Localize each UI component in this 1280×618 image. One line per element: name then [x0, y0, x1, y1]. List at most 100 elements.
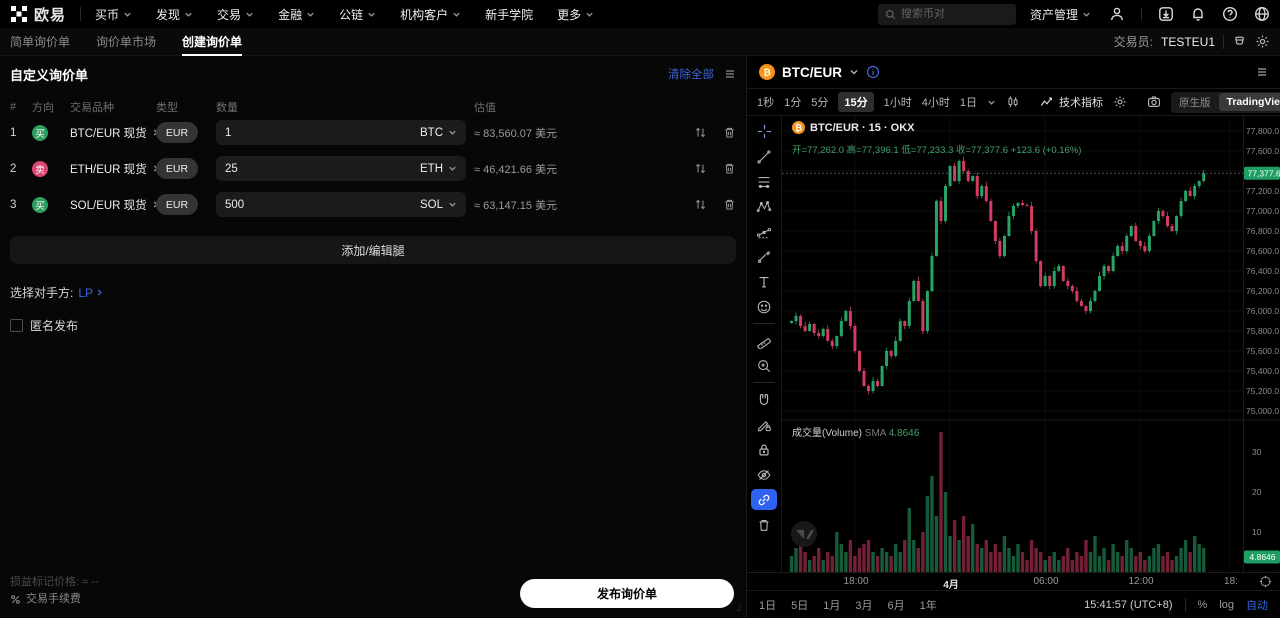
trading-fee-link[interactable]: 交易手续费 — [10, 591, 99, 608]
trash-icon[interactable] — [723, 126, 736, 139]
clear-all-link[interactable]: 清除全部 — [668, 69, 714, 81]
publish-rfq-button[interactable]: 发布询价单 — [520, 579, 734, 608]
user-icon[interactable] — [1109, 6, 1125, 22]
timeframe-1分[interactable]: 1分 — [784, 97, 802, 109]
svg-text:77,800.0: 77,800.0 — [1246, 126, 1279, 136]
unit-selector[interactable]: SOL — [420, 199, 457, 211]
leg-row: 3 买 SOL/EUR 现货 EUR 500 SOL ≈ 63,147.15 美元 — [10, 190, 736, 219]
instrument-selector[interactable]: SOL/EUR 现货 — [70, 197, 158, 213]
time-label: 06:00 — [1033, 576, 1059, 587]
add-edit-legs-button[interactable]: 添加/编辑腿 — [10, 236, 736, 264]
currency-pill[interactable]: EUR — [156, 194, 198, 215]
top-menu-item[interactable]: 交易 — [217, 6, 254, 23]
native-version-button[interactable]: 原生版 — [1179, 96, 1211, 109]
trend-line-tool-icon[interactable] — [751, 146, 777, 167]
target-icon[interactable] — [1259, 575, 1272, 588]
gear-icon[interactable] — [1255, 34, 1270, 49]
top-menu-item[interactable]: 公链 — [339, 6, 376, 23]
top-menu-item[interactable]: 买币 — [95, 6, 132, 23]
log-scale-button[interactable]: log — [1219, 598, 1234, 611]
asset-management-menu[interactable]: 资产管理 — [1030, 6, 1091, 23]
timeframe-1日[interactable]: 1日 — [959, 97, 977, 109]
link-tool-icon[interactable] — [751, 489, 777, 510]
timeframe-1秒[interactable]: 1秒 — [757, 97, 775, 109]
okx-logo[interactable]: 欧易 — [10, 4, 66, 25]
menu-icon[interactable] — [1256, 66, 1268, 78]
range-5日[interactable]: 5日 — [791, 599, 809, 612]
auto-scale-button[interactable]: 自动 — [1246, 599, 1268, 612]
clock[interactable]: 15:41:57 (UTC+8) — [1084, 598, 1173, 611]
timeframe-4小时[interactable]: 4小时 — [921, 97, 950, 109]
anonymous-checkbox[interactable] — [10, 319, 23, 332]
lock-all-tool-icon[interactable] — [751, 439, 777, 460]
menu-icon[interactable] — [724, 68, 736, 80]
instrument-selector[interactable]: BTC/EUR 现货 — [70, 125, 158, 141]
swap-icon[interactable] — [694, 198, 707, 211]
globe-icon[interactable] — [1254, 6, 1270, 22]
amount-input[interactable]: 25 ETH — [216, 156, 466, 181]
top-menu-item[interactable]: 新手学院 — [485, 6, 533, 23]
tab-简单询价单[interactable]: 简单询价单 — [10, 35, 71, 49]
amount-input[interactable]: 1 BTC — [216, 120, 466, 145]
instrument-selector[interactable]: BTC/EUR — [782, 64, 842, 80]
help-icon[interactable] — [1222, 6, 1238, 22]
percent-scale-button[interactable]: % — [1197, 598, 1208, 611]
top-menu-item[interactable]: 机构客户 — [400, 6, 461, 23]
text-tool-icon[interactable] — [751, 271, 777, 292]
top-menu-item[interactable]: 发现 — [156, 6, 193, 23]
range-1日[interactable]: 1日 — [759, 599, 777, 612]
indicators-button[interactable]: 技术指标 — [1040, 94, 1103, 110]
tab-询价单市场[interactable]: 询价单市场 — [96, 35, 157, 49]
brush-tool-icon[interactable] — [751, 246, 777, 267]
currency-pill[interactable]: EUR — [156, 158, 198, 179]
search-box[interactable] — [877, 3, 1016, 25]
tab-创建询价单[interactable]: 创建询价单 — [182, 28, 243, 56]
timeframe-15分[interactable]: 15分 — [838, 92, 874, 112]
unit-selector[interactable]: ETH — [420, 163, 457, 175]
currency-pill[interactable]: EUR — [156, 122, 198, 143]
zoom-in-tool-icon[interactable] — [751, 355, 777, 376]
download-icon[interactable] — [1158, 6, 1174, 22]
bell-icon[interactable] — [1190, 6, 1206, 22]
magnet-tool-icon[interactable] — [751, 389, 777, 410]
crosshair-tool-icon[interactable] — [751, 121, 777, 142]
chevron-down-icon[interactable] — [987, 98, 996, 107]
forecast-tool-icon[interactable] — [751, 221, 777, 242]
swap-icon[interactable] — [694, 126, 707, 139]
logo-text: 欧易 — [34, 6, 67, 24]
resize-corner[interactable]: ┘ — [736, 605, 743, 615]
range-1年[interactable]: 1年 — [919, 599, 937, 612]
unit-selector[interactable]: BTC — [420, 127, 457, 139]
xabcd-pattern-tool-icon[interactable] — [751, 196, 777, 217]
range-6月[interactable]: 6月 — [887, 599, 905, 612]
gear-icon[interactable] — [1113, 95, 1127, 109]
range-1月[interactable]: 1月 — [823, 599, 841, 612]
draw-lock-tool-icon[interactable] — [751, 414, 777, 435]
eraser-icon[interactable] — [1232, 34, 1247, 49]
tradingview-version-button[interactable]: TradingView — [1218, 93, 1280, 111]
timeframe-1小时[interactable]: 1小时 — [883, 97, 912, 109]
fib-lines-tool-icon[interactable] — [751, 171, 777, 192]
top-menu-item[interactable]: 金融 — [278, 6, 315, 23]
swap-icon[interactable] — [694, 162, 707, 175]
timeframe-5分[interactable]: 5分 — [811, 97, 829, 109]
chart-plot[interactable]: 77,800.0 77,600.0 77,200.0 77,000.0 76,800.0… — [782, 116, 1280, 572]
leg-index: 3 — [10, 198, 17, 211]
amount-input[interactable]: 500 SOL — [216, 192, 466, 217]
hide-all-tool-icon[interactable] — [751, 464, 777, 485]
search-input[interactable] — [900, 8, 991, 20]
emoji-tool-icon[interactable] — [751, 296, 777, 317]
time-axis[interactable]: 18:00 4月 06:00 12:00 18: — [747, 572, 1280, 591]
top-menu-item[interactable]: 更多 — [557, 6, 594, 23]
candle-style-icon[interactable] — [1006, 95, 1020, 109]
instrument-selector[interactable]: ETH/EUR 现货 — [70, 161, 158, 177]
ruler-tool-icon[interactable] — [751, 330, 777, 351]
remove-drawings-tool-icon[interactable] — [751, 514, 777, 535]
range-3月[interactable]: 3月 — [855, 599, 873, 612]
info-icon[interactable] — [866, 65, 880, 79]
counterparty-select[interactable]: LP — [78, 286, 104, 300]
trash-icon[interactable] — [723, 198, 736, 211]
trash-icon[interactable] — [723, 162, 736, 175]
chevron-down-icon[interactable] — [849, 67, 859, 77]
camera-icon[interactable] — [1147, 95, 1161, 109]
